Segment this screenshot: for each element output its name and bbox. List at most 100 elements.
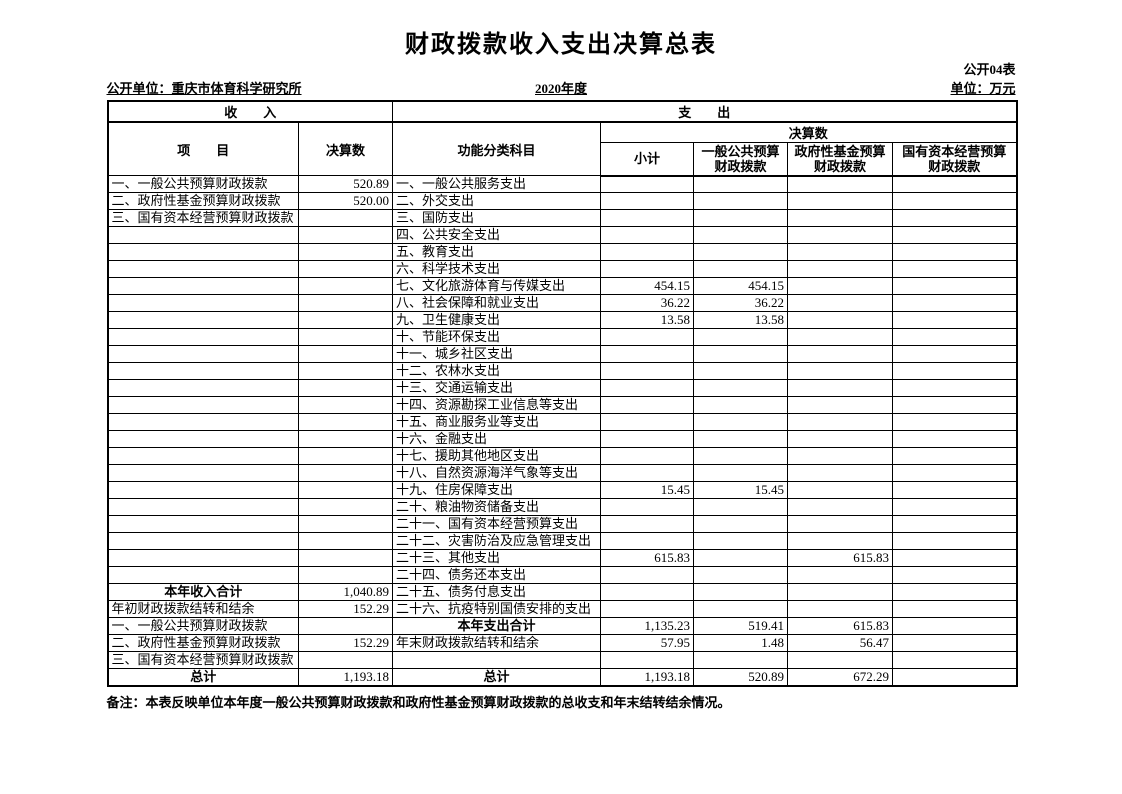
income-item-cell [107,379,299,397]
income-item-cell: 一、一般公共预算财政拨款 [107,175,299,193]
expense-gov-fund-cell [787,498,894,516]
table-row: 二十、粮油物资储备支出 [107,498,1018,516]
income-item-cell: 二、政府性基金预算财政拨款 [107,192,299,210]
expense-state-capital-cell [892,651,1018,669]
income-item-cell: 年初财政拨款结转和结余 [107,600,299,618]
expense-gov-fund-cell [787,379,894,397]
income-item-cell [107,345,299,363]
expense-state-capital-cell [892,209,1018,227]
expense-state-capital-cell [892,549,1018,567]
table-row: 三、国有资本经营预算财政拨款 三、国防支出 [107,209,1018,227]
expense-item-cell: 二十三、其他支出 [392,549,602,567]
income-item-header: 项 目 [107,121,299,176]
expense-item-cell: 十九、住房保障支出 [392,481,602,499]
income-item-cell [107,413,299,431]
expense-general-budget-cell [693,345,789,363]
expense-general-budget-cell [693,583,789,601]
expense-general-budget-cell [693,430,789,448]
expense-subtotal-cell [600,362,695,380]
income-value-cell [297,464,394,482]
page-title: 财政拨款收入支出决算总表 [405,32,717,58]
table-row: 十三、交通运输支出 [107,379,1018,397]
expense-general-budget-cell [693,498,789,516]
expense-gov-fund-cell [787,583,894,601]
general-budget-col-header: 一般公共预算 财政拨款 [693,142,789,177]
table-row: 四、公共安全支出 [107,226,1018,244]
expense-gov-fund-cell [787,481,894,499]
expense-state-capital-cell [892,277,1018,295]
income-value-cell [297,362,394,380]
expense-gov-fund-cell [787,464,894,482]
expense-item-cell: 十二、农林水支出 [392,362,602,380]
table-row: 十七、援助其他地区支出 [107,447,1018,465]
income-value-cell [297,311,394,329]
expense-item-cell: 一、一般公共服务支出 [392,175,602,193]
income-item-cell: 三、国有资本经营预算财政拨款 [107,651,299,669]
table-row: 七、文化旅游体育与传媒支出 454.15 454.15 [107,277,1018,295]
expense-state-capital-cell [892,668,1018,687]
expense-gov-fund-cell: 672.29 [787,668,894,687]
expense-state-capital-cell [892,192,1018,210]
income-value-cell: 152.29 [297,600,394,618]
expense-general-budget-cell [693,566,789,584]
expense-subtotal-cell: 1,193.18 [600,668,695,687]
income-item-cell [107,515,299,533]
band-header-row: 项 目 决算数 功能分类科目 决算数 [107,121,1018,176]
table-row: 一、一般公共预算财政拨款 本年支出合计 1,135.23 519.41 615.83 [107,617,1018,635]
table-row: 十六、金融支出 [107,430,1018,448]
expense-gov-fund-cell [787,532,894,550]
table-row: 二十一、国有资本经营预算支出 [107,515,1018,533]
table-row: 九、卫生健康支出 13.58 13.58 [107,311,1018,329]
table-row: 年初财政拨款结转和结余 152.29 二十六、抗疫特别国债安排的支出 [107,600,1018,618]
expense-values-group-header: 决算数 [600,121,1018,143]
expense-subtotal-cell [600,651,695,669]
expense-item-cell: 二十、粮油物资储备支出 [392,498,602,516]
expense-gov-fund-cell [787,328,894,346]
table-code: 公开04表 [963,62,1016,77]
income-item-cell [107,277,299,295]
income-value-cell [297,226,394,244]
expense-state-capital-cell [892,464,1018,482]
expense-subtotal-cell [600,260,695,278]
expense-item-cell: 五、教育支出 [392,243,602,261]
expense-subtotal-cell [600,447,695,465]
income-value-cell: 1,193.18 [297,668,394,687]
income-value-cell [297,379,394,397]
expense-subtotal-cell [600,566,695,584]
expense-general-budget-cell: 36.22 [693,294,789,312]
income-item-cell [107,294,299,312]
income-item-cell [107,260,299,278]
expense-state-capital-cell [892,498,1018,516]
table-row: 二十二、灾害防治及应急管理支出 [107,532,1018,550]
expense-state-capital-cell [892,481,1018,499]
expense-state-capital-cell [892,583,1018,601]
expense-item-cell: 本年支出合计 [392,617,602,635]
table-row: 二、政府性基金预算财政拨款 520.00 二、外交支出 [107,192,1018,210]
expense-gov-fund-cell [787,430,894,448]
income-value-cell [297,328,394,346]
expense-item-cell: 总计 [392,668,602,687]
expense-general-budget-cell [693,651,789,669]
expense-subtotal-cell [600,209,695,227]
table-row: 十二、农林水支出 [107,362,1018,380]
expense-item-cell: 二十五、债务付息支出 [392,583,602,601]
income-item-cell [107,396,299,414]
income-item-cell [107,447,299,465]
income-item-cell: 三、国有资本经营预算财政拨款 [107,209,299,227]
expense-item-cell: 十、节能环保支出 [392,328,602,346]
expense-item-cell: 七、文化旅游体育与传媒支出 [392,277,602,295]
expense-state-capital-cell [892,311,1018,329]
expense-general-budget-cell: 1.48 [693,634,789,652]
income-value-cell [297,651,394,669]
expense-general-budget-cell [693,396,789,414]
expense-item-cell: 十六、金融支出 [392,430,602,448]
table-row: 六、科学技术支出 [107,260,1018,278]
income-item-cell [107,532,299,550]
expense-general-budget-cell [693,260,789,278]
expense-gov-fund-cell: 615.83 [787,549,894,567]
expense-item-cell: 二十一、国有资本经营预算支出 [392,515,602,533]
table-row: 本年收入合计 1,040.89 二十五、债务付息支出 [107,583,1018,601]
expense-general-budget-cell: 15.45 [693,481,789,499]
expense-group-header: 支 出 [392,100,1018,123]
expense-gov-fund-cell [787,209,894,227]
